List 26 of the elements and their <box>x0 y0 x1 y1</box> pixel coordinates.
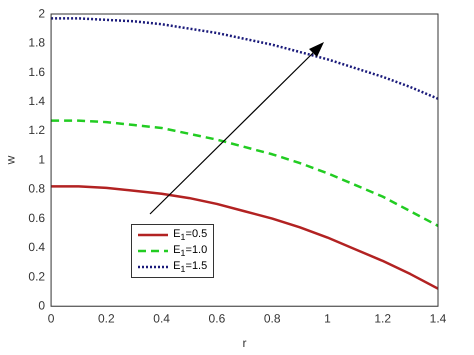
y-tick-label: 0.6 <box>28 210 46 225</box>
x-tick-label: 0 <box>48 312 55 326</box>
x-tick-label: 0.8 <box>264 312 281 326</box>
y-tick-label: 0.8 <box>28 182 46 196</box>
y-tick-label: 0.2 <box>28 269 46 284</box>
y-tick-label: 1.8 <box>28 36 46 50</box>
x-tick-label: 0.2 <box>98 312 116 326</box>
x-tick-label: 0.4 <box>153 312 170 326</box>
x-tick-label: 1 <box>324 312 332 326</box>
line-series <box>51 119 438 228</box>
x-axis-title: r <box>242 336 247 350</box>
x-tick-label: 1.4 <box>430 312 447 326</box>
y-tick-label: 0 <box>38 298 46 313</box>
y-tick-label: 1 <box>38 152 46 166</box>
legend-label: E$_{1}$=0.5 <box>173 228 208 242</box>
y-axis-title: w <box>4 155 18 166</box>
line-series <box>51 17 438 100</box>
y-tick-label: 1.6 <box>28 64 46 79</box>
y-tick-label: 1.2 <box>28 123 46 138</box>
y-tick-label: 1.4 <box>28 94 46 108</box>
legend-label: E$_{1}$=1.5 <box>173 260 208 274</box>
x-tick-label: 1.2 <box>374 312 392 326</box>
y-tick-label: 2 <box>38 6 46 20</box>
legend-label: E$_{1}$=1.0 <box>173 244 208 258</box>
y-tick-label: 0.4 <box>28 240 46 254</box>
x-tick-label: 0.6 <box>208 312 226 326</box>
